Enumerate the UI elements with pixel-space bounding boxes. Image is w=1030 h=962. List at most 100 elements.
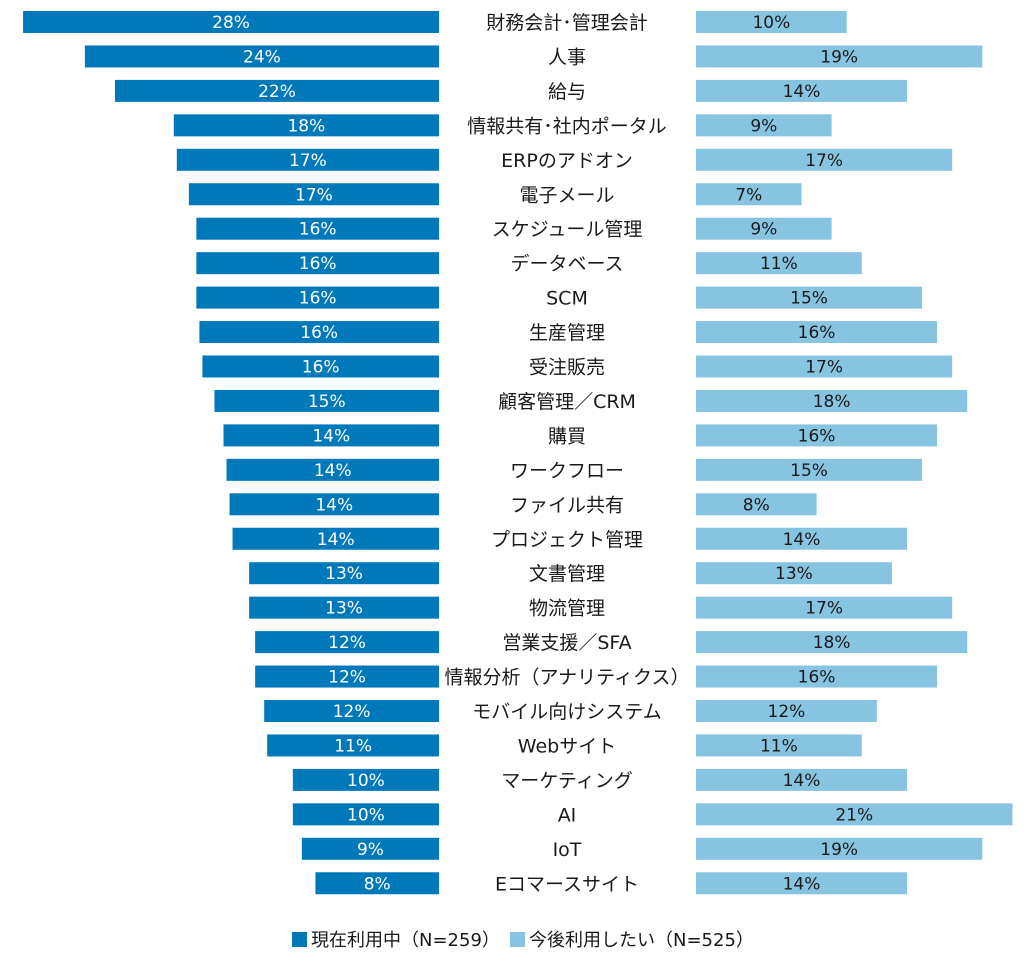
future-value-label: 15% xyxy=(790,461,828,481)
category-label: 給与 xyxy=(548,81,586,103)
future-bar xyxy=(696,114,832,137)
current-bar xyxy=(196,217,439,240)
current-value-label: 8% xyxy=(364,874,391,894)
current-use-bars: 28% 24% 22% 18% 17% 17% 16% 16% 16% 16% 16% 15% 14% 1… xyxy=(23,11,440,895)
future-value-label: 14% xyxy=(783,771,821,791)
future-bar xyxy=(696,631,968,654)
legend-swatch-current xyxy=(292,932,307,947)
current-bar xyxy=(301,837,439,860)
future-bar xyxy=(696,424,938,447)
current-bar xyxy=(267,734,439,757)
future-value-label: 15% xyxy=(790,289,828,309)
current-bar xyxy=(292,768,439,791)
current-value-label: 22% xyxy=(258,82,296,102)
future-bar xyxy=(696,768,907,791)
current-value-label: 16% xyxy=(299,289,337,309)
category-label: 顧客管理／CRM xyxy=(498,391,636,413)
current-bar xyxy=(23,11,440,33)
category-label: 営業支援／SFA xyxy=(502,632,631,654)
future-value-label: 17% xyxy=(805,599,843,619)
current-bar xyxy=(214,389,439,412)
legend-label-future: 今後利用したい（N=525） xyxy=(529,930,754,951)
current-bar xyxy=(196,252,439,275)
current-bar xyxy=(173,114,439,137)
future-bar xyxy=(696,700,877,722)
future-value-label: 11% xyxy=(760,736,798,756)
future-bar xyxy=(696,562,892,585)
category-label: プロジェクト管理 xyxy=(491,529,643,551)
current-value-label: 28% xyxy=(212,13,250,33)
current-bar xyxy=(196,286,439,309)
future-bar xyxy=(696,596,953,619)
future-value-label: 17% xyxy=(805,151,843,171)
future-value-label: 18% xyxy=(813,633,851,653)
current-value-label: 13% xyxy=(325,599,363,619)
current-value-label: 9% xyxy=(357,840,384,860)
future-bar xyxy=(696,872,907,895)
future-bar xyxy=(696,803,1013,826)
current-bar xyxy=(255,665,439,688)
category-label: 購買 xyxy=(548,425,586,447)
category-label: 財務会計･管理会計 xyxy=(486,12,648,34)
current-value-label: 10% xyxy=(347,805,385,825)
current-bar xyxy=(176,148,440,171)
current-value-label: 14% xyxy=(312,426,350,446)
future-value-label: 14% xyxy=(783,82,821,102)
category-label: 物流管理 xyxy=(529,598,605,620)
future-bar xyxy=(696,527,907,550)
category-label: 文書管理 xyxy=(529,563,605,585)
current-value-label: 13% xyxy=(325,564,363,584)
future-bar xyxy=(696,252,862,275)
future-value-label: 7% xyxy=(735,185,762,205)
future-bar xyxy=(696,217,832,240)
future-bar xyxy=(696,355,953,378)
future-value-label: 19% xyxy=(820,840,858,860)
current-bar xyxy=(232,527,439,550)
future-bar xyxy=(696,45,983,68)
current-value-label: 11% xyxy=(334,736,372,756)
current-value-label: 14% xyxy=(317,530,355,550)
future-value-label: 9% xyxy=(750,116,777,136)
current-bar xyxy=(249,562,439,585)
current-bar xyxy=(292,803,439,826)
future-bar xyxy=(696,321,938,344)
category-label: スケジュール管理 xyxy=(492,219,643,241)
current-value-label: 16% xyxy=(299,254,337,274)
legend-label-current: 現在利用中（N=259） xyxy=(311,930,500,951)
category-label: ファイル共有 xyxy=(510,494,624,516)
category-label: IoT xyxy=(553,839,582,861)
current-value-label: 14% xyxy=(314,461,352,481)
current-bar xyxy=(264,700,439,722)
future-value-label: 12% xyxy=(768,702,806,722)
current-value-label: 15% xyxy=(308,392,346,412)
future-bar xyxy=(696,837,983,860)
current-bar xyxy=(84,45,439,68)
category-label: 情報分析（アナリティクス） xyxy=(445,667,690,689)
future-bar xyxy=(696,493,817,516)
current-bar xyxy=(188,183,439,206)
category-label: Webサイト xyxy=(518,735,616,757)
future-bar xyxy=(696,734,862,757)
future-value-label: 16% xyxy=(798,426,836,446)
future-bar xyxy=(696,148,953,171)
category-label: 電子メール xyxy=(519,184,614,206)
category-label: モバイル向けシステム xyxy=(472,701,661,723)
legend: 現在利用中（N=259） 今後利用したい（N=525） xyxy=(292,930,754,951)
category-label: 受注販売 xyxy=(529,357,605,379)
future-value-label: 10% xyxy=(752,13,790,33)
future-bar xyxy=(696,79,907,102)
category-label: データベース xyxy=(510,253,623,275)
category-label: ワークフロー xyxy=(510,460,624,482)
future-value-label: 14% xyxy=(783,530,821,550)
future-value-label: 8% xyxy=(743,495,770,515)
category-label: SCM xyxy=(546,288,588,310)
current-value-label: 16% xyxy=(300,323,338,343)
future-value-label: 19% xyxy=(820,47,858,67)
future-value-label: 16% xyxy=(798,668,836,688)
future-value-label: 11% xyxy=(760,254,798,274)
current-value-label: 12% xyxy=(328,668,366,688)
category-label: ERPのアドオン xyxy=(501,150,633,172)
current-value-label: 12% xyxy=(328,633,366,653)
category-label: AI xyxy=(558,804,577,826)
current-bar xyxy=(226,458,439,481)
